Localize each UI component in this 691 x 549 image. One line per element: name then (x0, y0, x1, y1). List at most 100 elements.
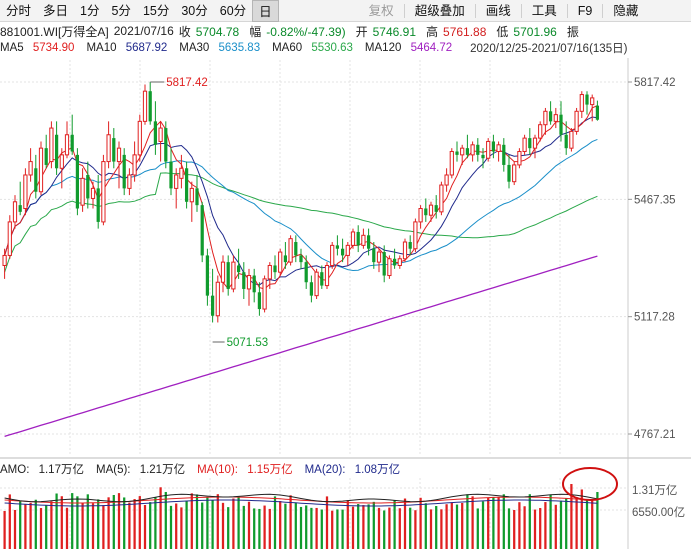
candle-body-down (392, 258, 397, 266)
candle-body-up (397, 258, 402, 266)
period-tab-6[interactable]: 60分 (219, 3, 247, 18)
tool-menu-item-1[interactable]: 超级叠加 (414, 3, 465, 18)
candle-body-up (444, 174, 449, 186)
candle-body-up (38, 147, 44, 193)
candle-body-down (309, 282, 314, 296)
candle-body-down (564, 134, 568, 149)
candle-body-up (101, 161, 106, 223)
tool-menu-item-3[interactable]: 工具 (531, 3, 557, 18)
candle-body-down (242, 272, 246, 289)
volume-bars (3, 483, 599, 549)
candle-body-up (553, 114, 558, 122)
tool-menu-item-5[interactable]: 隐藏 (613, 3, 639, 18)
candle-body-up (127, 174, 132, 189)
candle-body-down (273, 265, 277, 273)
candle-body-down (54, 134, 59, 169)
period-tab-0[interactable]: 分时 (6, 3, 32, 18)
tool-menu-item-4[interactable]: F9 (577, 3, 593, 18)
candle-body-up (590, 97, 595, 106)
candlesticks (2, 82, 600, 323)
candle-body-up (90, 187, 96, 199)
vol-ma20-label: MA(20): (304, 464, 346, 476)
candle-body-down (528, 138, 532, 149)
volume-axis-tick: 6550.00亿 (632, 506, 685, 519)
period-tab-4[interactable]: 15分 (142, 3, 170, 18)
candle-body-down (434, 205, 438, 212)
period-tab-2[interactable]: 1分 (80, 3, 100, 18)
candle-body-up (387, 258, 392, 277)
candle-body-down (595, 105, 600, 120)
quote-date: 2021/07/16 (113, 24, 174, 38)
candle-body-down (299, 255, 303, 263)
candle-body-up (428, 204, 434, 216)
candle-body-down (210, 295, 215, 316)
candle-body-up (80, 177, 85, 206)
candle-body-up (49, 127, 54, 163)
change-value: -0.82%/-47.39) (266, 24, 346, 39)
vol-ma10-label: MA(10): (197, 464, 238, 476)
ma-legend-value: 5687.92 (125, 42, 168, 54)
candle-body-down (294, 242, 298, 256)
volume-legend: AMO: 1.17万亿 MA(5): 1.21万亿 MA(10): 1.15万亿… (0, 461, 691, 477)
candle-body-up (324, 264, 330, 287)
period-tab-3[interactable]: 5分 (111, 3, 131, 18)
candle-body-down (283, 255, 288, 263)
candle-body-down (18, 205, 22, 212)
price-axis-tick: 5467.35 (634, 194, 676, 206)
moving-average-lines (4, 105, 598, 438)
ma30-line (4, 138, 598, 272)
vol-ma20-value: 1.08万亿 (354, 464, 401, 476)
candle-body-up (116, 147, 122, 163)
candle-body-down (122, 154, 126, 189)
tool-menu: 复权 超级叠加 画线 工具 F9 隐藏 (363, 0, 645, 22)
volume-ma5-line (4, 493, 598, 503)
candle-body-up (174, 174, 179, 189)
candle-body-down (226, 262, 230, 289)
ma-legend-label: MA30 (179, 42, 210, 54)
ma-legend-item-2: MA30 5635.83 (179, 42, 266, 54)
candle-body-up (517, 151, 522, 166)
candle-body-down (236, 265, 241, 273)
candle-body-down (44, 148, 48, 165)
candle-body-up (402, 241, 408, 260)
ma-legend-label: MA60 (272, 42, 303, 54)
close-value: 5704.78 (195, 24, 240, 39)
toolbar-separator (474, 3, 476, 18)
candle-body-up (132, 154, 137, 176)
candle-body-down (148, 91, 152, 122)
candle-body-up (579, 94, 584, 112)
candle-body-up (158, 127, 163, 142)
tool-menu-item-0[interactable]: 复权 (368, 3, 394, 18)
candle-body-up (350, 231, 356, 246)
candle-body-down (169, 161, 173, 189)
ma-legend-item-1: MA10 5687.92 (86, 42, 173, 54)
candle-body-up (28, 161, 33, 176)
quote-bar: 881001.WI[万得全A] 2021/07/16 收 5704.78 幅 -0.… (0, 22, 691, 40)
candle-body-up (486, 140, 491, 159)
candle-body-up (137, 120, 142, 156)
candle-body-down (252, 275, 256, 293)
ma-legend-label: MA5 (0, 42, 24, 54)
candle-body-down (366, 235, 371, 249)
low-value: 5701.96 (513, 24, 557, 39)
ma-legend: MA5 5734.90 MA10 5687.92 MA30 5635.83 MA60 … (0, 40, 691, 56)
candle-body-up (59, 154, 64, 169)
period-tabs: 分时 多日 1分 5分 15分 30分 60分日 (0, 0, 279, 22)
candle-body-down (335, 245, 340, 249)
ma-legend-value: 5635.83 (218, 42, 261, 54)
period-tab-5[interactable]: 30分 (181, 3, 208, 18)
annotations: 5817.42 5071.53 (150, 77, 618, 501)
change-label: 幅 (249, 24, 262, 39)
candle-body-down (112, 138, 116, 162)
candle-body-up (361, 234, 366, 246)
period-tab-1[interactable]: 多日 (43, 3, 69, 18)
tool-menu-item-2[interactable]: 画线 (485, 3, 511, 18)
candle-body-up (330, 244, 335, 266)
candle-body-up (569, 130, 574, 149)
low-price-label: 5071.53 (227, 337, 269, 349)
candle-body-down (340, 248, 345, 256)
period-tab-7[interactable]: 日 (252, 0, 279, 22)
candle-body-up (215, 281, 220, 317)
volume-ma20-line (4, 499, 598, 507)
candle-body-up (449, 151, 454, 176)
